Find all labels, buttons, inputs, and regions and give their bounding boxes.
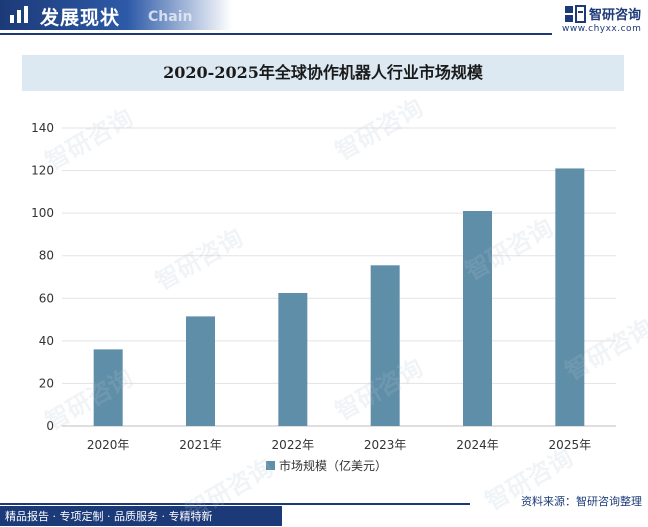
- legend-swatch: [266, 461, 275, 470]
- footer-tagline: 精品报告 · 专项定制 · 品质服务 · 专精特新: [5, 510, 213, 523]
- grid-lines: [62, 127, 616, 427]
- section-title: 发展现状: [40, 7, 121, 29]
- bar: [555, 168, 585, 426]
- chart-title-band: 2020-2025年全球协作机器人行业市场规模: [22, 55, 624, 91]
- y-tick-label: 0: [46, 419, 54, 433]
- header-bar: [0, 0, 232, 30]
- x-tick-label: 2020年: [87, 438, 130, 452]
- bar: [463, 211, 492, 426]
- brand-url: www.chyxx.com: [562, 24, 642, 34]
- y-tick-label: 120: [31, 164, 54, 178]
- section-subtitle: Chain: [148, 9, 193, 25]
- x-axis-ticks: 2020年 2021年 2022年 2023年 2024年 2025年: [87, 438, 591, 452]
- x-tick-label: 2023年: [364, 438, 407, 452]
- y-tick-label: 140: [31, 121, 54, 135]
- header-divider: [0, 33, 552, 35]
- y-tick-label: 80: [39, 249, 54, 263]
- legend: 市场规模（亿美元）: [266, 458, 387, 473]
- bar: [278, 292, 308, 426]
- bars: [93, 168, 585, 426]
- x-tick-label: 2021年: [179, 438, 222, 452]
- y-tick-label: 20: [39, 376, 54, 390]
- y-tick-label: 60: [39, 291, 54, 305]
- footer-band: [0, 506, 282, 526]
- legend-label: 市场规模（亿美元）: [279, 458, 387, 473]
- x-tick-label: 2024年: [456, 438, 499, 452]
- chart-icon: [10, 6, 28, 23]
- section-header: 发展现状 Chain 智研咨询 www.chyxx.com: [0, 0, 648, 35]
- chart-title: 2020-2025年全球协作机器人行业市场规模: [163, 63, 483, 82]
- bar: [186, 316, 215, 426]
- y-tick-label: 100: [31, 206, 54, 220]
- y-tick-label: 40: [39, 334, 54, 348]
- footer-divider: [0, 503, 470, 505]
- bar: [93, 349, 123, 426]
- y-axis-ticks: 0 20 40 60 80 100 120 140: [31, 121, 54, 433]
- brand-name: 智研咨询: [589, 8, 642, 23]
- x-tick-label: 2022年: [272, 438, 315, 452]
- x-tick-label: 2025年: [549, 438, 592, 452]
- bar: [370, 265, 400, 426]
- source-note: 资料来源：智研咨询整理: [521, 495, 642, 508]
- brand-logo-icon: [565, 5, 586, 23]
